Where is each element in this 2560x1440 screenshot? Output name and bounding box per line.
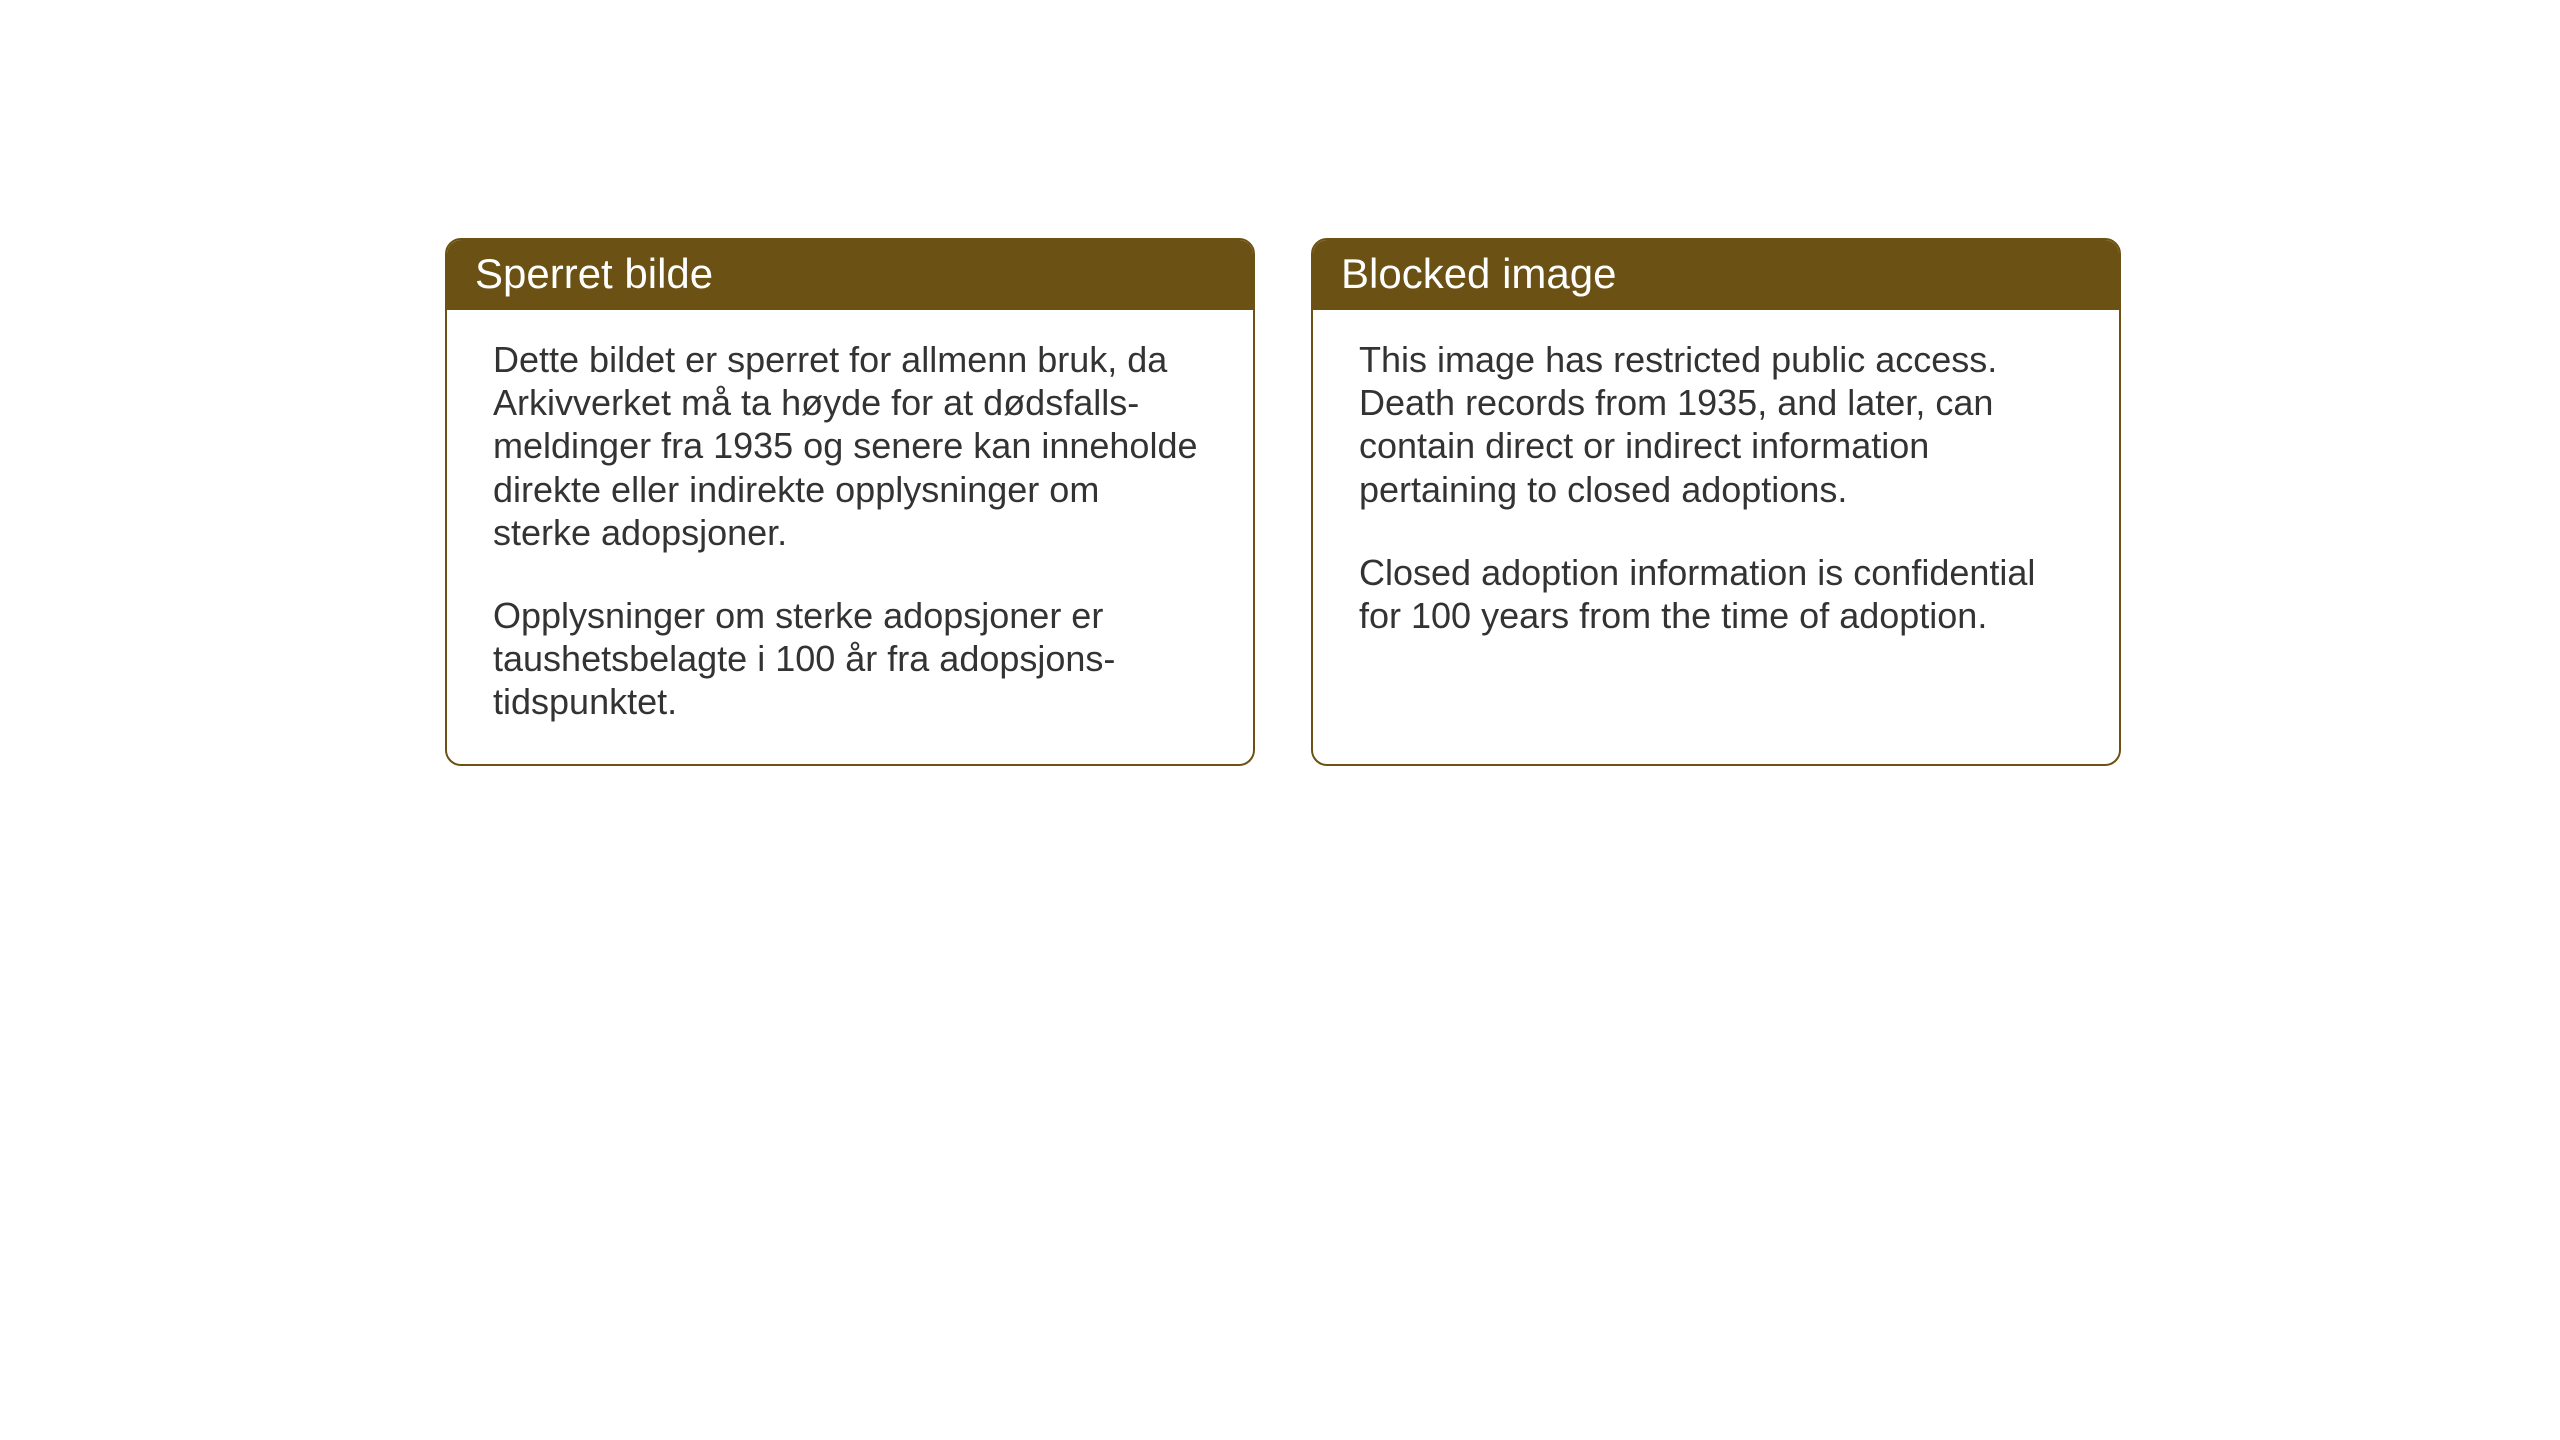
notice-card-norwegian-body: Dette bildet er sperret for allmenn bruk…	[447, 310, 1253, 764]
notice-card-english-body: This image has restricted public access.…	[1313, 310, 2119, 750]
notice-card-english-paragraph-2: Closed adoption information is confident…	[1359, 551, 2073, 637]
notice-card-norwegian: Sperret bilde Dette bildet er sperret fo…	[445, 238, 1255, 766]
notice-card-norwegian-title: Sperret bilde	[447, 240, 1253, 310]
notice-card-norwegian-paragraph-2: Opplysninger om sterke adopsjoner er tau…	[493, 594, 1207, 724]
notice-card-english-paragraph-1: This image has restricted public access.…	[1359, 338, 2073, 511]
notice-card-english: Blocked image This image has restricted …	[1311, 238, 2121, 766]
notice-card-norwegian-paragraph-1: Dette bildet er sperret for allmenn bruk…	[493, 338, 1207, 554]
notice-card-english-title: Blocked image	[1313, 240, 2119, 310]
notice-cards-container: Sperret bilde Dette bildet er sperret fo…	[445, 238, 2121, 766]
